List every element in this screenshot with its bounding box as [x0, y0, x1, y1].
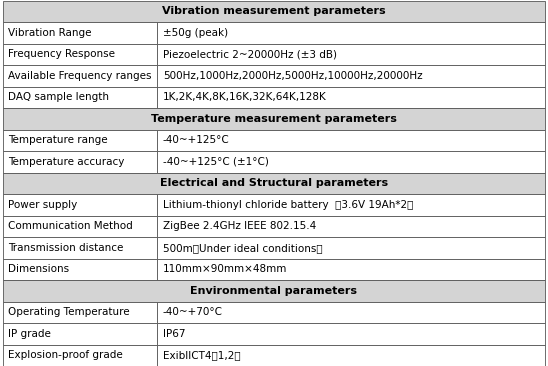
Text: -40~+125°C: -40~+125°C — [163, 135, 230, 145]
Bar — [3, 108, 545, 130]
Bar — [3, 151, 157, 173]
Text: IP67: IP67 — [163, 329, 185, 339]
Text: Frequency Response: Frequency Response — [8, 49, 115, 59]
Bar — [157, 323, 545, 344]
Text: ±50g (peak): ±50g (peak) — [163, 28, 228, 38]
Bar — [157, 151, 545, 173]
Text: DAQ sample length: DAQ sample length — [8, 93, 109, 102]
Text: Environmental parameters: Environmental parameters — [191, 286, 357, 296]
Bar — [157, 87, 545, 108]
Bar — [3, 87, 157, 108]
Text: 500m（Under ideal conditions）: 500m（Under ideal conditions） — [163, 243, 322, 253]
Text: ZigBee 2.4GHz IEEE 802.15.4: ZigBee 2.4GHz IEEE 802.15.4 — [163, 221, 316, 231]
Text: Electrical and Structural parameters: Electrical and Structural parameters — [160, 178, 388, 188]
Text: 1K,2K,4K,8K,16K,32K,64K,128K: 1K,2K,4K,8K,16K,32K,64K,128K — [163, 93, 327, 102]
Bar — [157, 65, 545, 87]
Bar — [3, 323, 157, 344]
Bar — [3, 302, 157, 323]
Bar — [3, 1, 545, 22]
Bar — [3, 44, 157, 65]
Text: Piezoelectric 2~20000Hz (±3 dB): Piezoelectric 2~20000Hz (±3 dB) — [163, 49, 337, 59]
Bar — [3, 65, 157, 87]
Text: Vibration Range: Vibration Range — [8, 28, 92, 38]
Bar — [3, 258, 157, 280]
Text: 110mm×90mm×48mm: 110mm×90mm×48mm — [163, 264, 287, 274]
Text: Temperature measurement parameters: Temperature measurement parameters — [151, 114, 397, 124]
Bar — [3, 237, 157, 258]
Bar — [3, 173, 545, 194]
Text: 500Hz,1000Hz,2000Hz,5000Hz,10000Hz,20000Hz: 500Hz,1000Hz,2000Hz,5000Hz,10000Hz,20000… — [163, 71, 423, 81]
Text: Power supply: Power supply — [8, 200, 77, 210]
Bar — [157, 22, 545, 44]
Bar — [157, 344, 545, 366]
Bar — [3, 216, 157, 237]
Bar — [3, 22, 157, 44]
Text: ExibIICT4（1,2）: ExibIICT4（1,2） — [163, 350, 241, 360]
Text: Temperature range: Temperature range — [8, 135, 108, 145]
Text: Temperature accuracy: Temperature accuracy — [8, 157, 124, 167]
Bar — [157, 258, 545, 280]
Text: Dimensions: Dimensions — [8, 264, 70, 274]
Bar — [157, 302, 545, 323]
Text: Communication Method: Communication Method — [8, 221, 133, 231]
Bar — [157, 44, 545, 65]
Bar — [3, 130, 157, 151]
Bar — [3, 280, 545, 302]
Text: Operating Temperature: Operating Temperature — [8, 307, 130, 317]
Text: Explosion-proof grade: Explosion-proof grade — [8, 350, 123, 360]
Bar — [157, 216, 545, 237]
Text: IP grade: IP grade — [8, 329, 51, 339]
Bar — [157, 130, 545, 151]
Bar — [157, 237, 545, 258]
Text: Available Frequency ranges: Available Frequency ranges — [8, 71, 152, 81]
Text: Vibration measurement parameters: Vibration measurement parameters — [162, 7, 386, 16]
Bar — [157, 194, 545, 216]
Text: Transmission distance: Transmission distance — [8, 243, 124, 253]
Bar — [3, 344, 157, 366]
Text: -40~+125°C (±1°C): -40~+125°C (±1°C) — [163, 157, 269, 167]
Text: -40~+70°C: -40~+70°C — [163, 307, 223, 317]
Text: Lithium-thionyl chloride battery  （3.6V 19Ah*2）: Lithium-thionyl chloride battery （3.6V 1… — [163, 200, 413, 210]
Bar — [3, 194, 157, 216]
